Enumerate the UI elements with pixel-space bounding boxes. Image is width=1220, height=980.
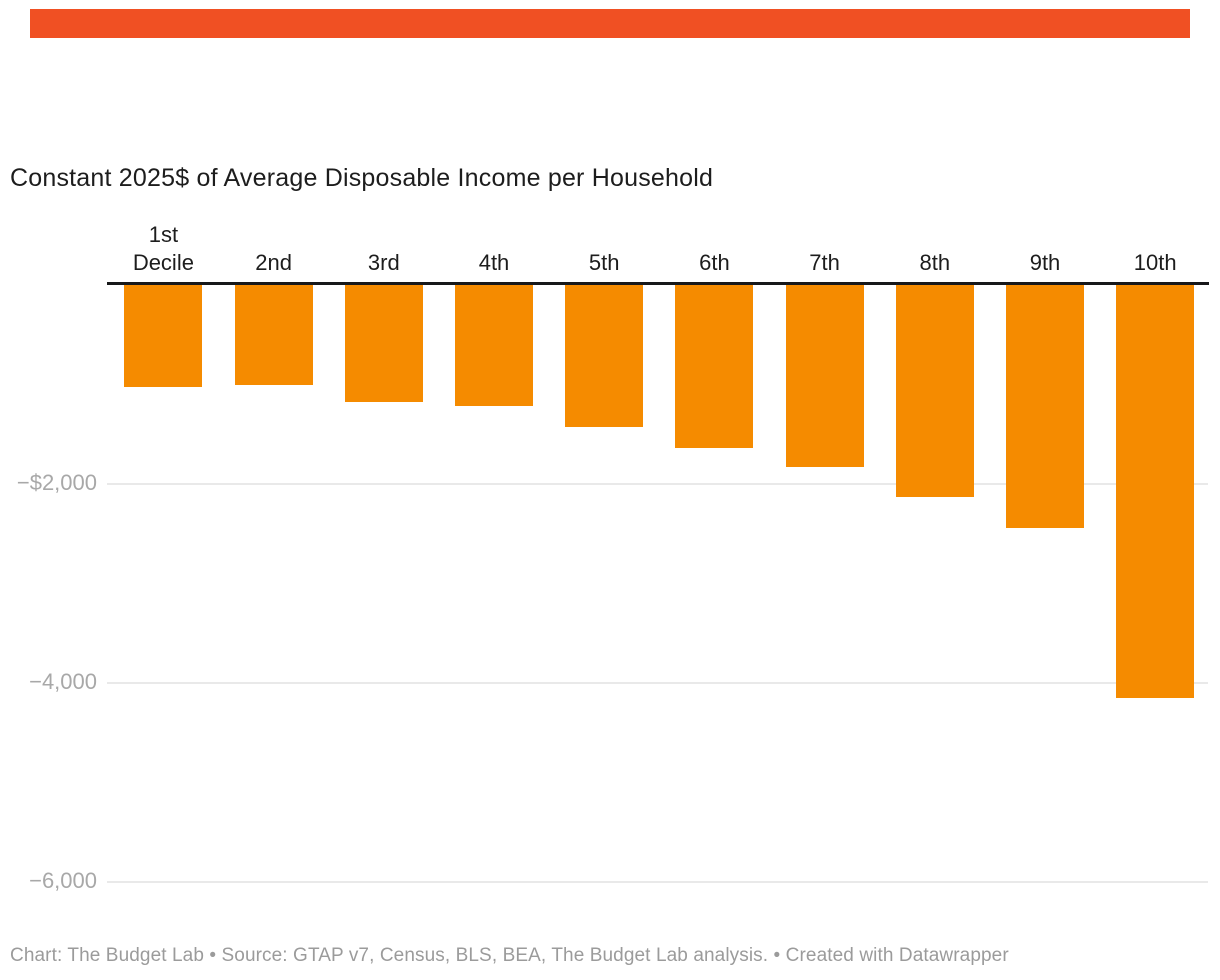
gridline — [107, 483, 1208, 485]
y-axis-tick-label: −4,000 — [29, 669, 97, 694]
column-label: 5th — [588, 250, 620, 275]
y-axis-tick-label: −$2,000 — [16, 470, 97, 495]
chart-footer: Chart: The Budget Lab • Source: GTAP v7,… — [10, 945, 1009, 966]
bar — [234, 285, 313, 385]
bar — [675, 285, 754, 448]
column-label: 9th — [1029, 250, 1061, 275]
column-label: 7th — [809, 250, 840, 275]
bar — [1006, 285, 1084, 528]
column-label: 1st Decile — [132, 222, 194, 275]
y-axis-tick-label: −6,000 — [29, 868, 97, 893]
gridline — [107, 682, 1208, 684]
column-label: 4th — [478, 250, 510, 275]
bar — [124, 285, 203, 387]
chart-title: Constant 2025$ of Average Disposable Inc… — [10, 164, 714, 192]
column-label: 10th — [1133, 250, 1177, 275]
column-label: 2nd — [255, 250, 292, 275]
gridline — [107, 881, 1208, 883]
bar — [1116, 285, 1195, 698]
column-label: 8th — [919, 250, 951, 275]
column-label: 6th — [699, 250, 730, 275]
header-accent-rule — [30, 9, 1190, 38]
column-label: 3rd — [367, 250, 400, 275]
bar — [344, 285, 423, 402]
zero-baseline — [107, 282, 1209, 285]
bar — [785, 285, 864, 467]
bar — [565, 285, 644, 427]
bar — [455, 285, 533, 406]
bar — [895, 285, 974, 497]
